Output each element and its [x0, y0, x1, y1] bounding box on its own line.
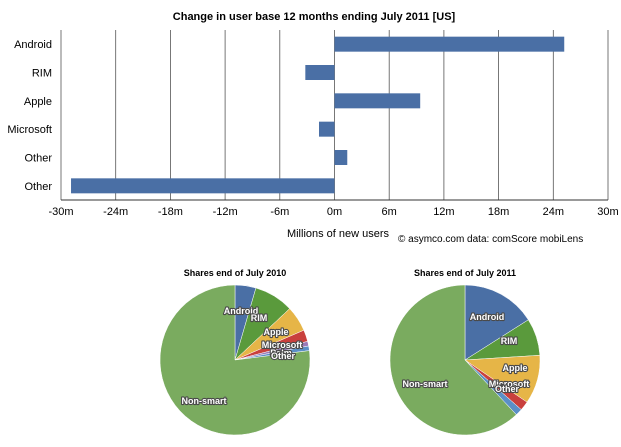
category-label-2: Apple — [24, 96, 52, 108]
category-label-1: RIM — [32, 68, 52, 80]
pie-2010-label-non-smart: Non-smart — [181, 396, 226, 406]
pie-2010-label-android: Android — [224, 306, 259, 316]
bar-android-0 — [334, 36, 565, 52]
pie-2011-slice-non-smart — [389, 284, 517, 436]
bar-apple-2 — [334, 93, 421, 109]
pie-2010-slice-non-smart — [159, 284, 311, 436]
x-tick-label-4: -6m — [270, 206, 289, 218]
x-tick-label-7: 12m — [433, 206, 454, 218]
x-tick-label-8: 18m — [488, 206, 509, 218]
category-label-4: Other — [24, 153, 52, 165]
bar-chart-title: Change in user base 12 months ending Jul… — [173, 11, 456, 23]
category-label-5: Other — [24, 181, 52, 193]
category-label-3: Microsoft — [7, 124, 52, 136]
pie-chart-2011-title: Shares end of July 2011 — [414, 268, 516, 278]
x-tick-label-5: 0m — [327, 206, 342, 218]
bar-chart-x-axis-label: Millions of new users — [287, 228, 390, 240]
bar-microsoft-3 — [319, 121, 335, 137]
pie-2011-label-other: Other — [495, 384, 520, 394]
pie-2010-label-microsoft: Microsoft — [262, 340, 303, 350]
chart-credit: © asymco.com data: comScore mobiLens — [398, 234, 583, 245]
bar-chart-category-labels: Android RIM Apple Microsoft Other Other — [7, 39, 52, 193]
x-tick-label-9: 24m — [543, 206, 564, 218]
x-tick-label-3: -12m — [213, 206, 238, 218]
category-label-0: Android — [14, 39, 52, 51]
pie-2011-label-non-smart: Non-smart — [402, 379, 447, 389]
x-tick-label-2: -18m — [158, 206, 183, 218]
bar-chart-tick-labels: -30m -24m -18m -12m -6m 0m 6m 12m 18m 24m 30m — [48, 206, 618, 218]
x-tick-label-1: -24m — [103, 206, 128, 218]
pie-2010-label-palm: Palm — [270, 348, 292, 358]
pie-2011-slice-android — [464, 284, 529, 361]
x-tick-label-6: 6m — [382, 206, 397, 218]
pie-2011-label-rim: RIM — [501, 336, 518, 346]
bar-other-4 — [334, 150, 348, 165]
pie-chart-2010-title: Shares end of July 2010 — [184, 268, 287, 278]
bar-other-5 — [71, 178, 335, 194]
bar-rim-1 — [305, 65, 335, 80]
pie-2010-label-other: Other — [271, 351, 296, 361]
pie-2011-label-apple: Apple — [502, 363, 527, 373]
bar-chart-bars — [71, 36, 565, 194]
bar-chart-grid — [60, 30, 609, 201]
pie-2010-label-rim: RIM — [251, 313, 268, 323]
pie-2011-label-android: Android — [470, 312, 505, 322]
pie-2011-label-microsoft: Microsoft — [489, 379, 530, 389]
pie-2010-label-apple: Apple — [263, 327, 288, 337]
x-tick-label-10: 30m — [597, 206, 618, 218]
x-tick-label-0: -30m — [48, 206, 73, 218]
